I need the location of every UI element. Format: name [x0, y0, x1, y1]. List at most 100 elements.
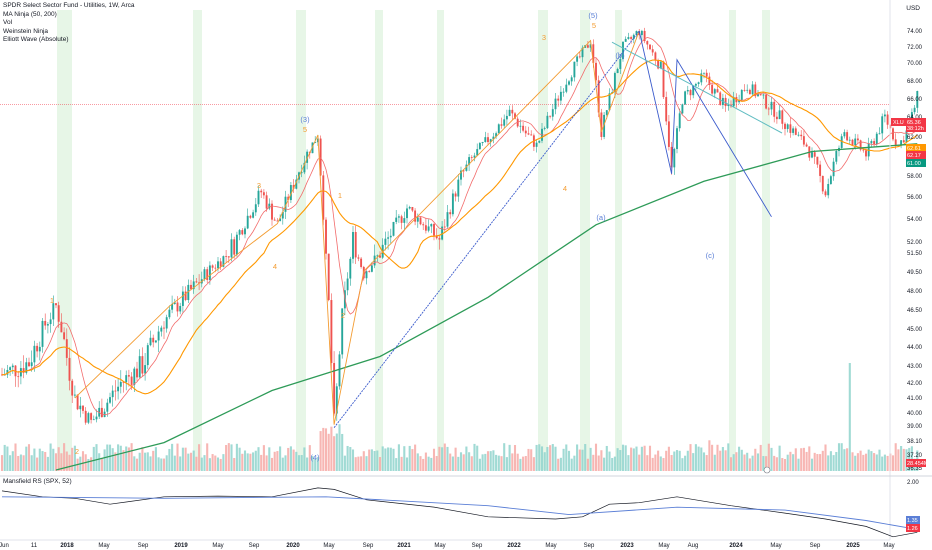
price-badge-2 — [906, 144, 926, 152]
candle-body — [109, 397, 111, 403]
volume-bar — [594, 443, 598, 471]
volume-bar — [211, 454, 214, 471]
candle-body — [346, 278, 349, 291]
candle-body — [430, 224, 433, 227]
time-tick-7: Sep — [249, 543, 260, 549]
price-tick-18: 43.00 — [907, 364, 923, 370]
candle-body — [52, 303, 55, 320]
candle-body — [376, 255, 379, 257]
volume-bar — [538, 444, 541, 471]
candle-body — [22, 368, 25, 373]
price-tick-15: 46.50 — [907, 308, 923, 314]
candle-body — [875, 133, 878, 145]
candle-body — [654, 52, 657, 61]
volume-bar — [584, 444, 587, 471]
volume-bar — [289, 446, 292, 471]
candle-body — [424, 225, 427, 231]
candle-body — [500, 124, 503, 126]
legend-title[interactable]: SPDR Select Sector Fund - Utilities, 1W,… — [3, 2, 135, 9]
candle-body — [646, 41, 649, 45]
volume-bar — [179, 456, 182, 471]
candle-body — [856, 138, 859, 141]
candle-body — [73, 394, 76, 396]
candle-body — [136, 368, 138, 378]
volume-bar — [465, 446, 468, 471]
price-tick-19: 42.00 — [907, 381, 923, 387]
volume-bar — [794, 448, 797, 471]
wave-label-12: (4) — [310, 453, 320, 462]
volume-bar — [189, 452, 193, 471]
wave-label-8: 5 — [592, 21, 596, 30]
candle-body — [670, 146, 673, 168]
candle-body — [681, 104, 684, 114]
volume-bar — [894, 443, 897, 471]
rs-legend[interactable]: Mansfield RS (SPX, 52) — [3, 478, 72, 485]
candle-body — [659, 61, 662, 69]
volume-bar — [9, 455, 12, 471]
volume-bar — [727, 443, 730, 471]
candle-body — [63, 332, 66, 340]
volume-bar — [349, 446, 352, 471]
legend-weinstein[interactable]: Weinstein Ninja — [3, 27, 49, 35]
price-tick-20: 41.00 — [907, 396, 923, 402]
candle-body — [819, 164, 822, 176]
weinstein-band-9 — [762, 10, 770, 470]
legend-vol[interactable]: Vol — [3, 19, 13, 27]
candle-body — [19, 368, 22, 377]
volume-bar — [100, 457, 103, 471]
candle-body — [802, 136, 805, 145]
candle-body — [792, 128, 795, 133]
candle-body — [527, 133, 530, 135]
time-tick-5: 2019 — [174, 543, 188, 549]
volume-bar — [643, 445, 646, 471]
volume-bar — [416, 453, 419, 471]
candle-body — [465, 164, 468, 171]
candle-body — [262, 192, 265, 196]
candle-body — [705, 72, 708, 77]
candle-body — [576, 56, 579, 62]
candle-body — [414, 210, 417, 222]
volume-bar — [616, 448, 619, 471]
volume-bar — [57, 447, 60, 471]
price-tick-9: 56.00 — [907, 195, 923, 201]
candle-body — [689, 90, 692, 96]
candle-body — [333, 363, 336, 414]
candle-body — [821, 175, 824, 192]
candle-body — [848, 139, 851, 141]
candle-body — [130, 376, 133, 385]
volume-bar — [44, 451, 47, 471]
volume-bar — [252, 452, 255, 471]
candle-body — [419, 217, 422, 225]
price-tick-22: 39.00 — [907, 424, 923, 430]
price-tick-12: 51.50 — [907, 251, 923, 257]
volume-bar — [813, 452, 816, 471]
legend-elliott[interactable]: Elliott Wave (Absolute) — [3, 36, 69, 44]
volume-bar — [206, 443, 209, 471]
volume-bar — [665, 450, 668, 471]
volume-bar — [370, 449, 373, 471]
volume-bar — [864, 453, 868, 471]
candle-body — [476, 149, 479, 156]
legend-ma[interactable]: MA Ninja (50, 200) — [3, 10, 57, 18]
candle-body — [152, 337, 155, 343]
rs-badge-1 — [906, 524, 920, 532]
volume-bar — [135, 458, 139, 471]
volume-bar — [173, 455, 176, 471]
wave-label-6: 3 — [542, 33, 546, 42]
candle-body — [443, 226, 446, 228]
volume-bar — [881, 456, 884, 471]
price-tick-23: 38.10 — [907, 439, 923, 445]
candle-body — [640, 30, 643, 36]
time-tick-9: May — [323, 543, 334, 549]
volume-bar — [484, 453, 487, 471]
volume-bar — [262, 445, 265, 471]
rs-badge-text-0: 1.35 — [907, 518, 918, 524]
candle-body — [141, 356, 144, 374]
candle-body — [505, 115, 508, 120]
candle-body — [271, 203, 273, 220]
candle-body — [25, 362, 28, 373]
volume-bar — [52, 448, 55, 471]
wave-label-1: 3 — [257, 181, 261, 190]
volume-bar — [724, 450, 727, 471]
